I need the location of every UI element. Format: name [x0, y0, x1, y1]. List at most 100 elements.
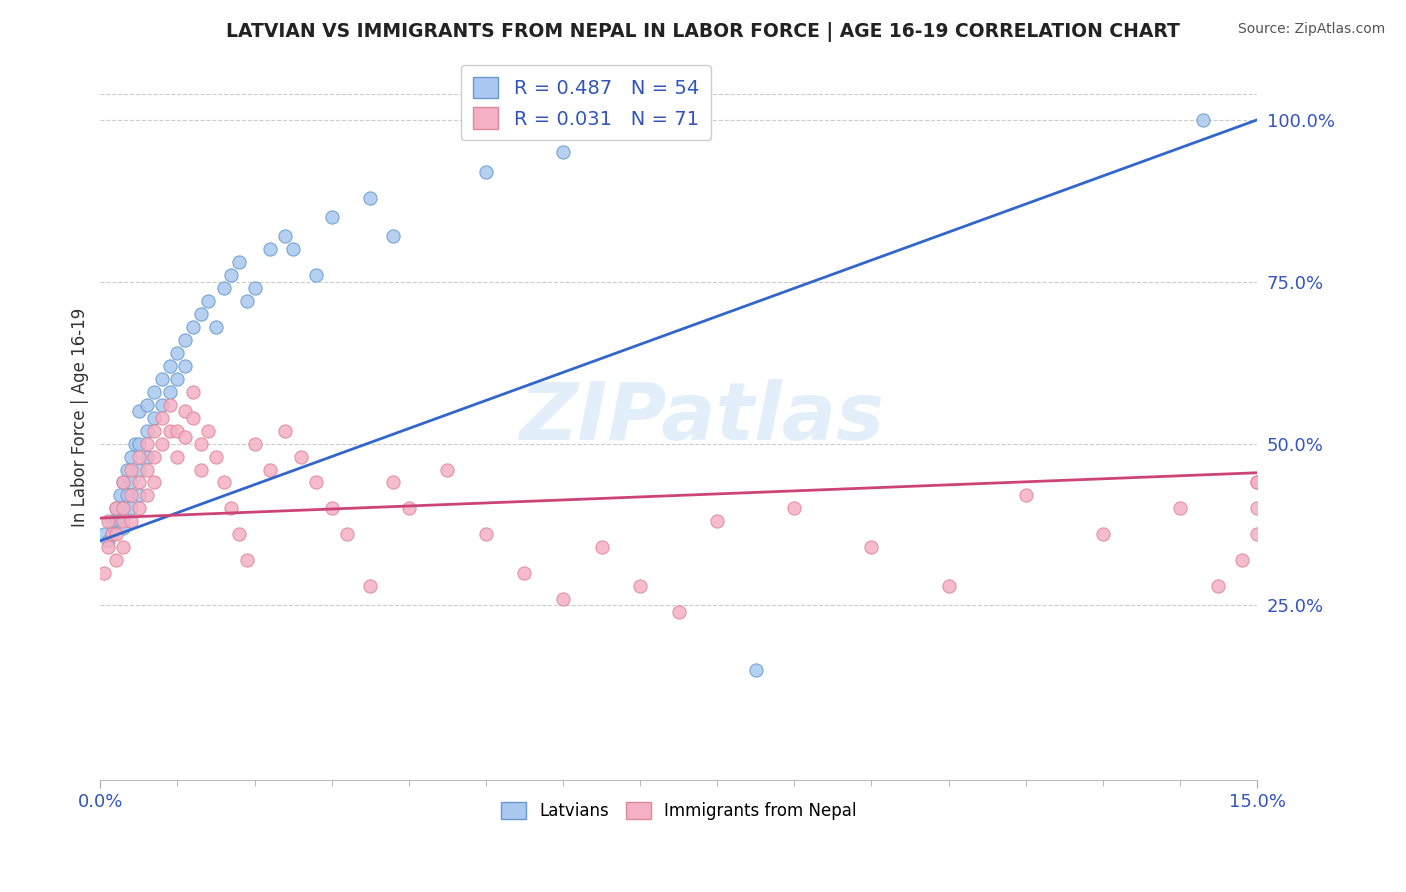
Point — [259, 243, 281, 257]
Point — [104, 514, 127, 528]
Point — [97, 533, 120, 548]
Point — [150, 398, 173, 412]
Point — [112, 521, 135, 535]
Point — [135, 398, 157, 412]
Point — [135, 488, 157, 502]
Point — [143, 410, 166, 425]
Point — [128, 436, 150, 450]
Point — [1208, 579, 1230, 593]
Point — [321, 210, 343, 224]
Point — [97, 514, 120, 528]
Point — [190, 307, 212, 321]
Point — [120, 475, 142, 490]
Point — [128, 462, 150, 476]
Point — [281, 243, 304, 257]
Point — [112, 475, 135, 490]
Point — [551, 592, 574, 607]
Point — [1246, 475, 1268, 490]
Point — [97, 540, 120, 554]
Point — [159, 384, 181, 399]
Point — [336, 527, 359, 541]
Point — [212, 475, 235, 490]
Point — [128, 501, 150, 516]
Point — [159, 359, 181, 373]
Point — [104, 501, 127, 516]
Point — [1091, 527, 1114, 541]
Point — [174, 430, 197, 444]
Legend: Latvians, Immigrants from Nepal: Latvians, Immigrants from Nepal — [495, 795, 863, 826]
Point — [382, 229, 405, 244]
Point — [128, 488, 150, 502]
Point — [93, 527, 115, 541]
Point — [628, 579, 651, 593]
Point — [166, 346, 188, 360]
Point — [104, 527, 127, 541]
Point — [1230, 553, 1253, 567]
Point — [120, 514, 142, 528]
Point — [143, 475, 166, 490]
Point — [783, 501, 806, 516]
Point — [93, 566, 115, 581]
Point — [174, 359, 197, 373]
Point — [135, 436, 157, 450]
Point — [228, 527, 250, 541]
Point — [166, 450, 188, 464]
Text: LATVIAN VS IMMIGRANTS FROM NEPAL IN LABOR FORCE | AGE 16-19 CORRELATION CHART: LATVIAN VS IMMIGRANTS FROM NEPAL IN LABO… — [226, 22, 1180, 42]
Point — [181, 410, 204, 425]
Point — [938, 579, 960, 593]
Point — [321, 501, 343, 516]
Point — [120, 450, 142, 464]
Point — [101, 527, 124, 541]
Point — [221, 501, 243, 516]
Point — [112, 501, 135, 516]
Point — [124, 436, 146, 450]
Point — [128, 475, 150, 490]
Point — [1015, 488, 1038, 502]
Point — [104, 501, 127, 516]
Point — [1246, 475, 1268, 490]
Point — [104, 553, 127, 567]
Point — [101, 514, 124, 528]
Point — [181, 384, 204, 399]
Point — [112, 501, 135, 516]
Point — [120, 462, 142, 476]
Point — [143, 384, 166, 399]
Point — [706, 514, 728, 528]
Point — [591, 540, 613, 554]
Point — [259, 462, 281, 476]
Point — [143, 424, 166, 438]
Text: Source: ZipAtlas.com: Source: ZipAtlas.com — [1237, 22, 1385, 37]
Point — [359, 191, 381, 205]
Point — [159, 398, 181, 412]
Point — [174, 404, 197, 418]
Point — [243, 436, 266, 450]
Point — [166, 372, 188, 386]
Point — [398, 501, 420, 516]
Point — [181, 320, 204, 334]
Point — [205, 450, 228, 464]
Point — [1168, 501, 1191, 516]
Point — [112, 540, 135, 554]
Point — [150, 410, 173, 425]
Point — [159, 424, 181, 438]
Text: ZIPatlas: ZIPatlas — [519, 379, 884, 457]
Point — [112, 514, 135, 528]
Point — [120, 501, 142, 516]
Point — [551, 145, 574, 160]
Point — [274, 229, 297, 244]
Point — [101, 527, 124, 541]
Point — [135, 462, 157, 476]
Point — [166, 424, 188, 438]
Point — [117, 462, 139, 476]
Point — [135, 450, 157, 464]
Point — [305, 475, 328, 490]
Point — [112, 475, 135, 490]
Point — [305, 268, 328, 283]
Point — [150, 436, 173, 450]
Point — [290, 450, 312, 464]
Point — [108, 488, 131, 502]
Point — [274, 424, 297, 438]
Point — [436, 462, 458, 476]
Point — [197, 294, 219, 309]
Point — [359, 579, 381, 593]
